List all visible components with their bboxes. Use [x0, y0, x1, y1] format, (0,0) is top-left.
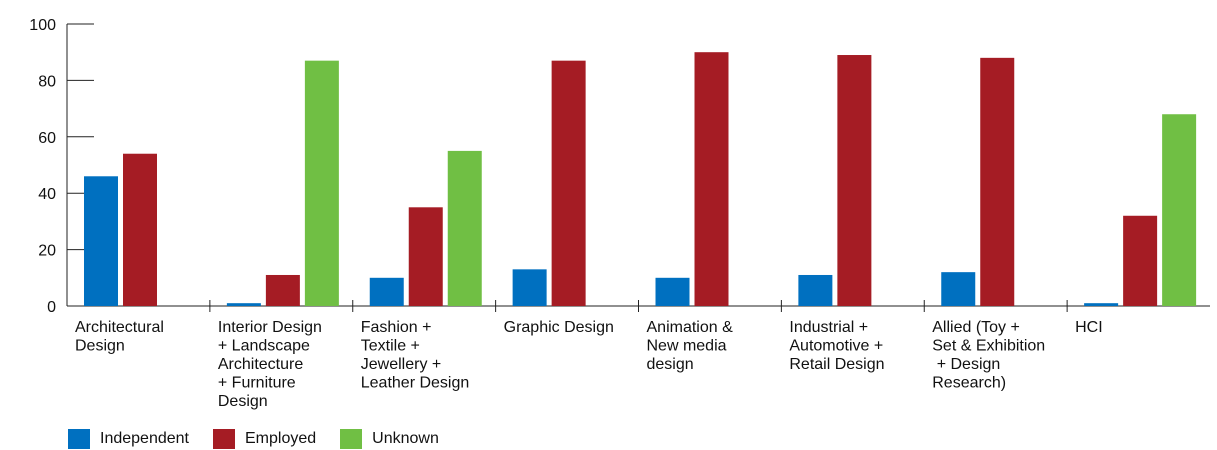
bar-employed-1 [265, 274, 300, 306]
bar-independent-6 [941, 272, 976, 306]
bar-employed-3 [551, 60, 586, 306]
legend-swatch-employed [212, 429, 235, 449]
y-tick-label-40: 40 [38, 186, 56, 203]
x-tick-label-3: Graphic Design [504, 319, 614, 336]
legend-label-unknown: Unknown [372, 430, 439, 447]
bar-independent-5 [798, 274, 833, 306]
x-tick-label-0: Architectural Design [75, 319, 164, 355]
bar-independent-2 [369, 277, 404, 306]
x-tick-label-7: HCI [1075, 319, 1103, 336]
x-tick-label-1: Interior Design + Landscape Architecture + … [218, 319, 322, 410]
bar-employed-0 [123, 153, 157, 306]
legend-swatch-unknown [340, 429, 363, 449]
bars [84, 52, 1197, 307]
legend-item-unknown: Unknown [340, 429, 439, 449]
bar-employed-5 [837, 55, 872, 306]
bar-independent-0 [84, 176, 118, 306]
bar-unknown-1 [304, 60, 339, 306]
bar-independent-3 [512, 269, 547, 306]
y-tick-label-60: 60 [38, 130, 56, 147]
y-tick-label-0: 0 [47, 299, 56, 316]
legend-label-independent: Independent [100, 430, 189, 447]
bar-employed-4 [694, 52, 729, 307]
bar-employed-2 [408, 207, 443, 306]
bar-unknown-7 [1162, 114, 1197, 307]
bar-employed-6 [980, 57, 1015, 307]
bar-independent-7 [1084, 303, 1119, 306]
bar-independent-4 [655, 277, 690, 306]
x-axis-labels: Architectural Design Interior Design + Land… [75, 319, 1103, 410]
bar-unknown-2 [447, 150, 482, 306]
bar-employed-7 [1123, 215, 1158, 306]
legend-item-independent: Independent [68, 429, 189, 449]
legend: Independent Employed Unknown [68, 429, 439, 449]
bar-independent-1 [226, 303, 261, 306]
y-tick-label-80: 80 [38, 73, 56, 90]
legend-swatch-independent [68, 429, 90, 449]
legend-item-employed: Employed [212, 429, 317, 449]
y-tick-label-20: 20 [38, 243, 56, 260]
x-tick-label-5: Industrial + Automotive + Retail Design [789, 319, 884, 373]
x-tick-label-4: Animation & New media design [647, 319, 734, 373]
y-tick-label-100: 100 [29, 17, 56, 34]
axes: 0 20 40 60 80 100 [29, 17, 1210, 316]
x-tick-label-2: Fashion + Textile + Jewellery + Leather Des… [361, 319, 470, 392]
x-tick-label-6: Allied (Toy + Set & Exhibition + Design Re… [932, 319, 1045, 392]
legend-label-employed: Employed [244, 430, 317, 447]
